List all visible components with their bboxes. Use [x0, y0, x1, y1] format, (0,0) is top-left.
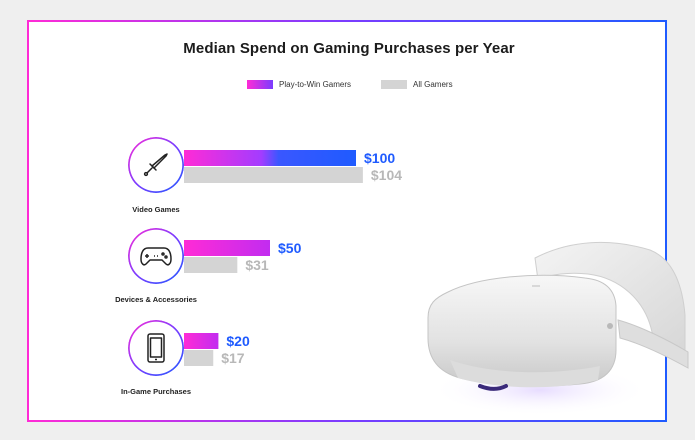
bar-devices-accessories-all-gamers: [184, 257, 238, 273]
devices-icon-badge: [128, 228, 184, 284]
data-label-in-game-purchases-play-to-win: $20: [226, 333, 250, 349]
chart-card: Median Spend on Gaming Purchases per Yea…: [27, 20, 667, 422]
legend-item-all-gamers: All Gamers: [381, 80, 453, 89]
bar-in-game-purchases-play-to-win: [184, 333, 219, 349]
legend-swatch-all-gamers: [381, 80, 407, 89]
bar-video-games-play-to-win: [184, 150, 356, 166]
data-label-devices-accessories-all-gamers: $31: [245, 257, 269, 273]
data-label-in-game-purchases-all-gamers: $17: [221, 350, 245, 366]
bar-video-games-all-gamers: [184, 167, 363, 183]
legend-label-play-to-win: Play-to-Win Gamers: [279, 80, 352, 89]
category-label-video-games: Video Games: [132, 205, 180, 214]
chart-title: Median Spend on Gaming Purchases per Yea…: [183, 40, 515, 57]
video-games-icon-badge: [128, 137, 184, 193]
bar-devices-accessories-play-to-win: [184, 240, 270, 256]
category-label-in-game-purchases: In-Game Purchases: [120, 387, 192, 396]
legend-item-play-to-win: Play-to-Win Gamers: [247, 80, 351, 89]
in-game-icon-badge: [128, 320, 184, 376]
vr-headset-image: [427, 241, 689, 416]
data-label-video-games-play-to-win: $100: [364, 150, 395, 166]
data-label-video-games-all-gamers: $104: [371, 167, 402, 183]
category-label-devices-accessories: Devices & Accessories: [115, 295, 197, 304]
bar-in-game-purchases-all-gamers: [184, 350, 214, 366]
data-label-devices-accessories-play-to-win: $50: [278, 240, 302, 256]
legend-swatch-play-to-win: [247, 80, 273, 89]
chart-legend: Play-to-Win Gamers All Gamers: [29, 80, 669, 94]
bar-chart: $104$100 $31 $50 $17$20: [184, 150, 402, 366]
legend-label-all-gamers: All Gamers: [413, 80, 453, 89]
